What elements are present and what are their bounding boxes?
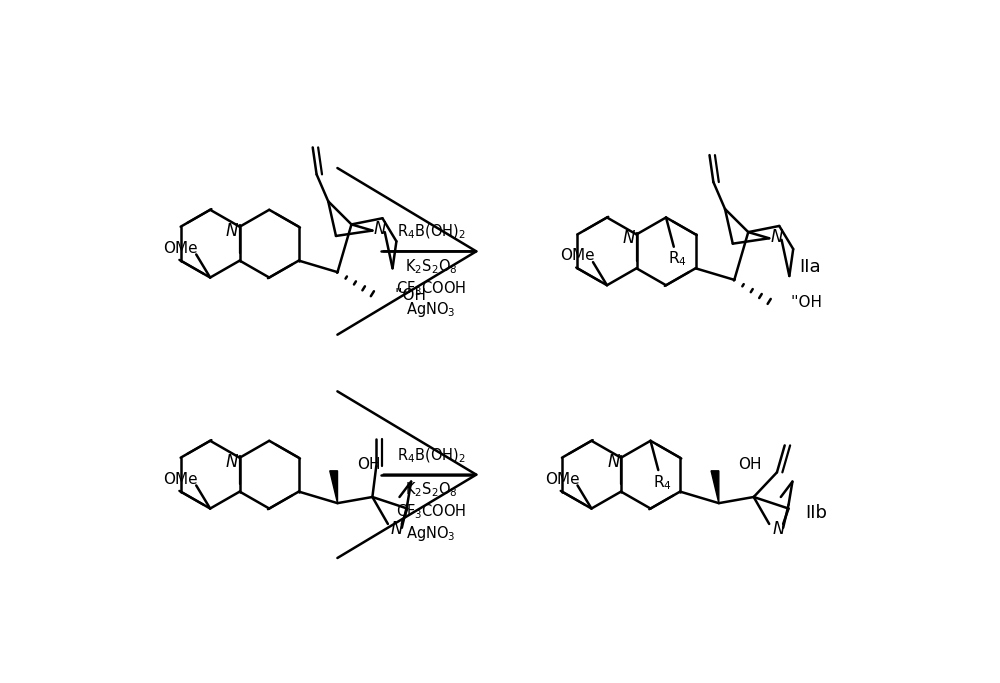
Text: N: N: [391, 520, 403, 538]
Text: ''OH: ''OH: [394, 288, 426, 303]
Text: CF$_3$COOH: CF$_3$COOH: [396, 279, 466, 298]
Text: N: N: [623, 229, 635, 247]
Text: K$_2$S$_2$O$_8$: K$_2$S$_2$O$_8$: [405, 257, 457, 276]
Text: N: N: [772, 520, 785, 538]
Text: K$_2$S$_2$O$_8$: K$_2$S$_2$O$_8$: [405, 481, 457, 499]
Text: OH: OH: [357, 457, 380, 472]
Text: AgNO$_3$: AgNO$_3$: [406, 301, 456, 320]
Text: OMe: OMe: [163, 241, 198, 255]
Polygon shape: [711, 471, 719, 503]
Text: AgNO$_3$: AgNO$_3$: [406, 524, 456, 543]
Text: R$_4$B(OH)$_2$: R$_4$B(OH)$_2$: [397, 223, 466, 241]
Text: IIb: IIb: [805, 504, 827, 522]
Text: IIa: IIa: [799, 257, 821, 276]
Text: N: N: [374, 220, 386, 238]
Text: R$_4$B(OH)$_2$: R$_4$B(OH)$_2$: [397, 446, 466, 464]
Text: OH: OH: [738, 457, 762, 472]
Text: R$_4$: R$_4$: [668, 250, 687, 268]
Polygon shape: [330, 471, 338, 503]
Text: N: N: [226, 221, 238, 240]
Text: CF$_3$COOH: CF$_3$COOH: [396, 502, 466, 521]
Text: R$_4$: R$_4$: [653, 473, 672, 492]
Text: OMe: OMe: [163, 472, 198, 487]
Text: OMe: OMe: [560, 249, 595, 264]
Text: N: N: [607, 453, 619, 471]
Text: OMe: OMe: [545, 472, 579, 487]
Text: ''OH: ''OH: [791, 296, 823, 311]
Text: N: N: [771, 227, 783, 246]
Text: N: N: [226, 453, 238, 471]
